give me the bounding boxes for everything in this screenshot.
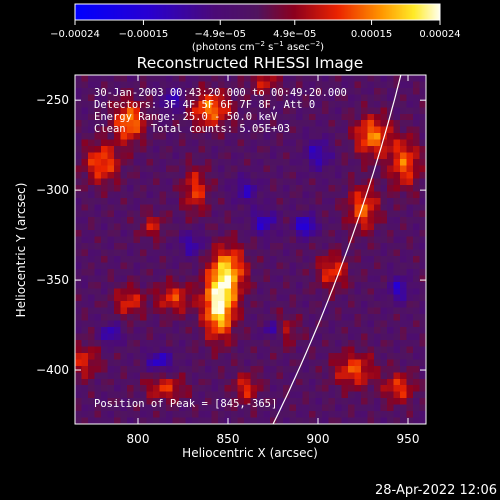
x-axis: 800 850 900 950 <box>127 75 420 446</box>
colorbar: −0.00024 −0.00015 −4.9e−05 4.9e−05 0.00015 0.… <box>50 3 461 53</box>
colorbar-tick-label: −4.9e−05 <box>194 29 246 40</box>
colorbar-tick-label: −0.00015 <box>119 29 169 40</box>
colorbar-tick-label: 4.9e−05 <box>273 29 316 40</box>
x-tick-label: 900 <box>307 432 330 446</box>
y-tick-label: −350 <box>36 273 69 287</box>
solar-limb-arc <box>272 75 402 424</box>
colorbar-unit-label: (photons cm−2 s−1 asec−2) <box>192 40 324 53</box>
plot-title: Reconstructed RHESSI Image <box>137 54 364 72</box>
y-axis: −250 −300 −350 −400 <box>36 93 426 377</box>
annotation-detectors: Detectors: 3F 4F 5F 6F 7F 8F, Att 0 <box>94 99 315 111</box>
colorbar-tick-label: −0.00024 <box>50 29 100 40</box>
footer-timestamp: 28-Apr-2022 12:06 <box>375 483 497 498</box>
y-tick-label: −250 <box>36 93 69 107</box>
plot-frame <box>74 74 427 425</box>
y-tick-label: −400 <box>36 363 69 377</box>
x-tick-label: 800 <box>127 432 150 446</box>
annotation-energy-range: Energy Range: 25.0 - 50.0 keV <box>94 111 278 123</box>
x-axis-label: Heliocentric X (arcsec) <box>182 446 318 460</box>
x-tick-label: 850 <box>217 432 240 446</box>
heatmap-image <box>75 75 426 424</box>
y-tick-label: −300 <box>36 183 69 197</box>
annotation-peak-position: Position of Peak = [845,-365] <box>94 398 277 410</box>
x-tick-label: 950 <box>397 432 420 446</box>
colorbar-gradient <box>75 4 440 20</box>
colorbar-ticks: −0.00024 −0.00015 −4.9e−05 4.9e−05 0.00015 0.… <box>50 20 461 40</box>
annotation-method-counts: Clean Total counts: 5.05E+03 <box>94 123 290 135</box>
annotation-time-range: 30-Jan-2003 00:43:20.000 to 00:49:20.000 <box>94 87 347 99</box>
colorbar-frame <box>74 3 441 21</box>
y-axis-label: Heliocentric Y (arcsec) <box>14 183 28 318</box>
colorbar-tick-label: 0.00024 <box>419 29 460 40</box>
colorbar-tick-label: 0.00015 <box>351 29 392 40</box>
